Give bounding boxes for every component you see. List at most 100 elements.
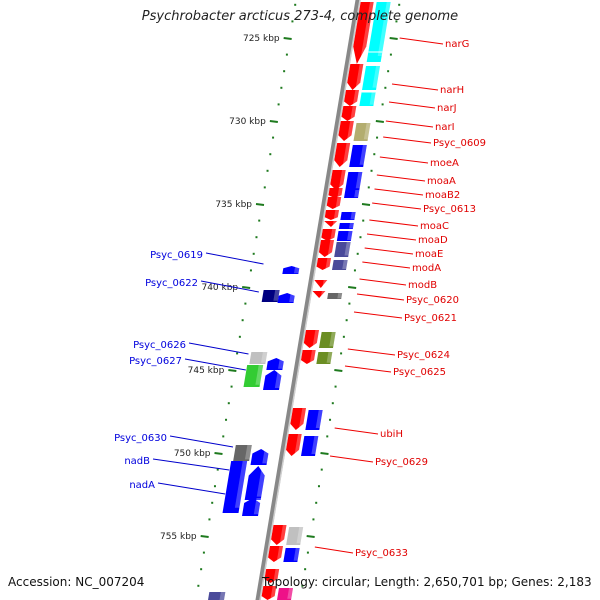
forward-gene-outer-23-body xyxy=(277,588,293,600)
reverse-gene-7-shade xyxy=(244,445,252,460)
forward-gene-8 xyxy=(326,197,342,209)
forward-gene-1-body xyxy=(347,64,364,90)
gene-label-narH: narH xyxy=(440,85,464,96)
reverse-gene-1 xyxy=(261,290,280,302)
forward-gene-18 xyxy=(290,408,306,430)
leader-line-moeA xyxy=(379,156,429,164)
forward-gene-outer-23-shade xyxy=(287,588,293,599)
forward-gene-12-body xyxy=(318,240,334,257)
forward-gene-15-shade xyxy=(320,291,326,298)
forward-gene-outer-20-body xyxy=(286,527,304,545)
forward-gene-outer-10 xyxy=(338,223,354,229)
genome-summary-text: Topology: circular; Length: 2,650,701 bp… xyxy=(262,575,592,589)
scale-label-735-kbp: 735 kbp xyxy=(215,200,252,210)
forward-gene-outer-6-shade xyxy=(355,172,363,189)
gene-label-Psyc_0609: Psyc_0609 xyxy=(433,138,486,149)
gene-label-Psyc_0627: Psyc_0627 xyxy=(129,356,182,367)
reverse-gene-6-shade xyxy=(274,370,283,388)
forward-gene-outer-19-body xyxy=(301,436,319,456)
leader-line-moaB2 xyxy=(374,188,424,196)
forward-gene-outer-12-shade xyxy=(344,242,351,256)
leader-line-moaC xyxy=(369,219,419,227)
forward-gene-outer-6-body xyxy=(345,172,363,190)
forward-gene-18-body xyxy=(290,408,306,430)
forward-gene-19-body xyxy=(286,434,302,456)
reverse-gene-10 xyxy=(244,466,267,500)
gene-label-Psyc_0620: Psyc_0620 xyxy=(406,295,459,306)
gene-label-modB: modB xyxy=(408,280,437,291)
reverse-gene-0-shade xyxy=(293,266,300,274)
gene-label-Psyc_0613: Psyc_0613 xyxy=(423,204,476,215)
forward-gene-outer-0-shade xyxy=(377,2,391,56)
scale-tick-right xyxy=(320,452,329,455)
scale-tick-right xyxy=(348,286,357,289)
gene-label-moaE: moaE xyxy=(415,249,443,260)
reverse-gene-4-shade xyxy=(278,358,285,369)
leader-line-Psyc_0626 xyxy=(188,342,249,355)
forward-gene-outer-16-body xyxy=(319,332,336,348)
forward-gene-outer-17-shade xyxy=(326,352,333,363)
forward-gene-22-shade xyxy=(273,569,280,582)
reverse-gene-7 xyxy=(233,445,252,461)
reverse-gene-9-shade xyxy=(234,461,248,508)
reverse-gene-0-body xyxy=(282,266,300,274)
gene-label-nadB: nadB xyxy=(124,456,150,467)
forward-gene-13-shade xyxy=(325,258,331,269)
forward-gene-outer-12-body xyxy=(334,242,351,257)
scale-label-730-kbp: 730 kbp xyxy=(229,117,266,127)
forward-gene-23 xyxy=(261,586,277,600)
gene-label-Psyc_0619: Psyc_0619 xyxy=(150,250,203,261)
forward-gene-21 xyxy=(268,546,283,562)
forward-gene-outer-4-body xyxy=(353,123,371,141)
forward-gene-7 xyxy=(328,188,343,198)
forward-gene-1 xyxy=(347,64,364,90)
leader-line-Psyc_0630 xyxy=(169,435,234,448)
reverse-gene-8-shade xyxy=(262,449,270,464)
forward-gene-16-body xyxy=(303,330,319,348)
forward-gene-outer-15-body xyxy=(327,293,343,299)
forward-gene-0-body xyxy=(353,2,374,64)
forward-gene-outer-13 xyxy=(332,260,348,270)
forward-gene-19-shade xyxy=(294,434,302,454)
leader-line-narJ xyxy=(388,101,436,109)
forward-gene-9 xyxy=(324,210,339,220)
forward-gene-outer-20 xyxy=(286,527,304,545)
forward-gene-outer-5-shade xyxy=(359,145,367,165)
reverse-gene-12 xyxy=(207,592,226,600)
forward-gene-outer-7-shade xyxy=(354,190,360,198)
forward-gene-6-shade xyxy=(339,170,346,188)
reverse-gene-5-body xyxy=(243,365,264,387)
forward-gene-13 xyxy=(316,258,331,270)
leader-line-Psyc_0609 xyxy=(383,136,432,144)
forward-gene-18-shade xyxy=(299,408,306,428)
reverse-gene-11 xyxy=(242,498,262,516)
leader-line-Psyc_0627 xyxy=(184,358,246,371)
forward-gene-3-body xyxy=(341,106,357,121)
forward-gene-outer-13-body xyxy=(332,260,348,270)
forward-gene-outer-18 xyxy=(305,410,323,430)
forward-gene-19 xyxy=(286,434,302,456)
scale-tick-right xyxy=(389,37,398,40)
scale-tick-left xyxy=(255,203,265,206)
forward-gene-14-body xyxy=(314,280,328,288)
reverse-gene-2 xyxy=(277,293,296,303)
leader-line-moaE xyxy=(364,247,414,255)
scale-tick-left xyxy=(283,37,292,40)
accession-text: Accession: NC_007204 xyxy=(8,575,145,589)
genome-backbone xyxy=(255,0,361,600)
gene-label-Psyc_0633: Psyc_0633 xyxy=(355,548,408,559)
leader-line-Psyc_0629 xyxy=(329,455,374,463)
forward-gene-outer-23 xyxy=(277,588,293,600)
gene-label-narI: narI xyxy=(435,122,455,133)
forward-gene-4-body xyxy=(338,121,354,141)
forward-gene-outer-5 xyxy=(349,145,367,167)
forward-gene-outer-20-shade xyxy=(296,527,304,544)
gene-label-nadA: nadA xyxy=(129,480,155,491)
forward-gene-10-body xyxy=(324,221,338,227)
forward-gene-12 xyxy=(318,240,334,257)
reverse-gene-2-body xyxy=(277,293,295,303)
leader-line-Psyc_0624 xyxy=(347,348,396,356)
scale-tick-left xyxy=(214,452,223,455)
forward-gene-outer-7-body xyxy=(344,190,360,198)
